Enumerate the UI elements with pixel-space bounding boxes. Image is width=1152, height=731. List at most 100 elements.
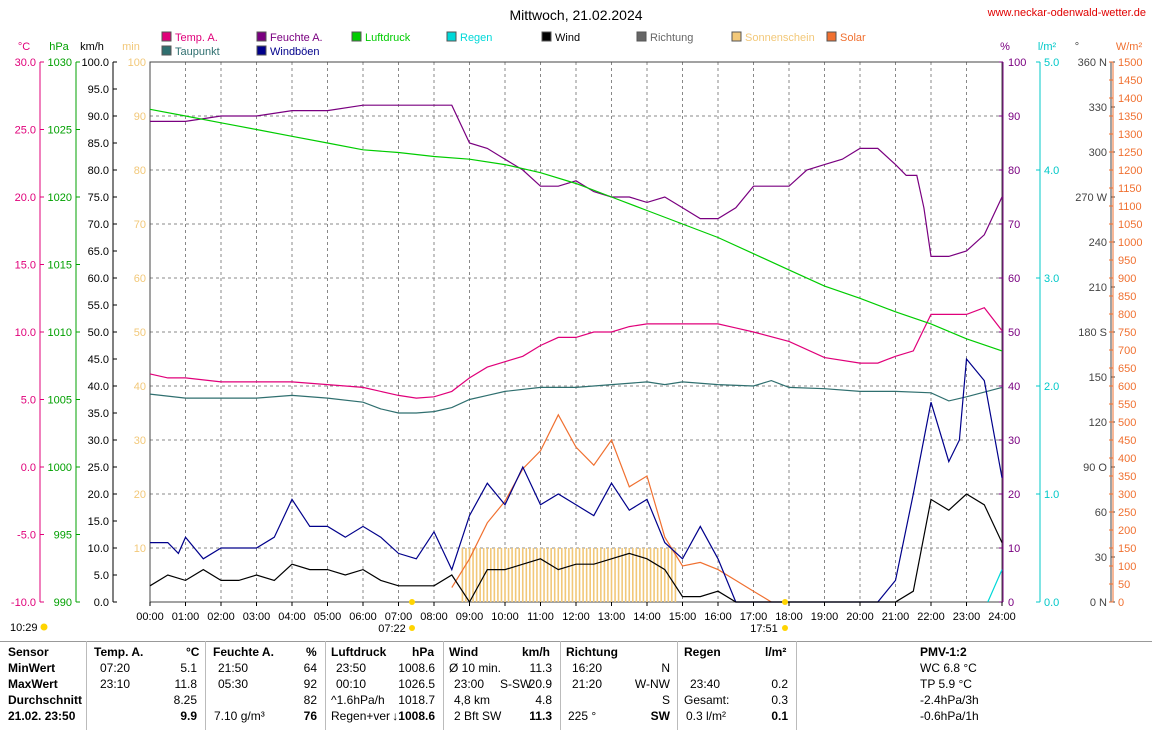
direction-tick-label: 180 S [1078,327,1107,339]
dir-max-value: W-NW [634,677,670,691]
unit-label: ° [1075,41,1079,53]
legend-swatch [161,31,172,42]
sunset-icon [782,599,788,605]
wind-tick-label: 50.0 [88,327,109,339]
dir-min-value: N [661,661,670,675]
unit-label: km/h [80,41,104,53]
wind-tick-label: 55.0 [88,300,109,312]
hum-min-value: 64 [303,661,317,675]
x-tick-label: 19:00 [811,611,839,623]
rain-total-label: Gesamt: [684,693,730,707]
rain-current-value: 0.1 [771,709,788,723]
rain-tick-label: 4.0 [1044,165,1059,177]
direction-tick-label: 300 [1089,147,1107,159]
dir-max-time: 21:20 [572,677,603,691]
hum-avg-value: 82 [303,693,317,707]
temp-tick-label: 15.0 [15,260,36,272]
solar-tick-label: 1200 [1118,165,1142,177]
solar-tick-label: 400 [1118,453,1136,465]
press-max-value: 1026.5 [398,677,435,691]
solar-tick-label: 1350 [1118,111,1142,123]
hdr-press-unit: hPa [412,645,435,659]
solar-tick-label: 500 [1118,417,1136,429]
solar-tick-label: 150 [1118,543,1136,555]
legend-swatch [351,31,362,42]
solar-tick-label: 0 [1118,597,1124,609]
series-solar [451,413,772,603]
wind-tick-label: 5.0 [94,570,109,582]
dir-min-time: 16:20 [572,661,603,675]
temp-min-value: 5.1 [180,661,197,675]
wind-tick-label: 20.0 [88,489,109,501]
wind-tick-label: 15.0 [88,516,109,528]
hdr-wind-unit: km/h [522,645,551,659]
wind-current-value: 11.3 [529,709,552,723]
legend-swatch [731,31,742,42]
pmv-dewpoint: TP 5.9 °C [920,677,972,691]
x-tick-label: 17:00 [740,611,768,623]
direction-tick-label: 360 N [1078,57,1107,69]
minutes-tick-label: 50 [134,327,146,339]
hdr-hum-unit: % [306,645,317,659]
direction-tick-label: 0 N [1090,597,1107,609]
solar-tick-label: 1300 [1118,129,1142,141]
press-min-time: 23:50 [336,661,367,675]
temp-avg-value: 8.25 [173,693,197,707]
x-tick-label: 12:00 [562,611,590,623]
solar-tick-label: 550 [1118,399,1136,411]
humidity-tick-label: 60 [1008,273,1020,285]
minutes-tick-label: 10 [134,543,146,555]
solar-tick-label: 1450 [1118,75,1142,87]
direction-tick-label: 60 [1095,507,1107,519]
rain-total-value: 0.3 [771,693,788,707]
wind-tick-label: 35.0 [88,408,109,420]
x-tick-label: 22:00 [917,611,945,623]
col-divider [443,641,444,730]
dir-degrees: 225 ° [568,709,597,723]
wind-tick-label: 95.0 [88,84,109,96]
humidity-tick-label: 90 [1008,111,1020,123]
rain-tick-label: 2.0 [1044,381,1059,393]
minutes-tick-label: 70 [134,219,146,231]
hdr-pmv: PMV-1:2 [920,645,967,659]
legend-swatch [256,45,267,56]
direction-tick-label: 120 [1089,417,1107,429]
solar-tick-label: 700 [1118,345,1136,357]
pressure-tick-label: 1000 [48,462,72,474]
wind-tick-label: 60.0 [88,273,109,285]
row-date-label: 21.02. 23:50 [8,709,76,723]
minutes-tick-label: 100 [128,57,146,69]
minutes-tick-label: 60 [134,273,146,285]
solar-tick-label: 300 [1118,489,1136,501]
direction-tick-label: 150 [1089,372,1107,384]
wind-tick-label: 100.0 [81,57,109,69]
solar-tick-label: 250 [1118,507,1136,519]
pressure-tick-label: 1005 [48,395,72,407]
solar-tick-label: 1400 [1118,93,1142,105]
solar-tick-label: 350 [1118,471,1136,483]
unit-label: l/m² [1038,41,1057,53]
pressure-tick-label: 990 [54,597,72,609]
humidity-tick-label: 10 [1008,543,1020,555]
series-temp-a- [149,306,1003,399]
solar-tick-label: 1150 [1118,183,1142,195]
sunset-icon-lower [782,625,788,631]
x-tick-label: 16:00 [704,611,732,623]
pressure-tick-label: 1020 [48,192,72,204]
x-tick-label: 02:00 [207,611,235,623]
pressure-tick-label: 1030 [48,57,72,69]
temp-tick-label: -5.0 [17,530,36,542]
sunshine-bars [461,548,677,602]
site-link[interactable]: www.neckar-odenwald-wetter.de [987,7,1146,19]
temp-tick-label: 25.0 [15,125,36,137]
pressure-tick-label: 1025 [48,125,72,137]
hdr-rain: Regen [684,645,721,659]
humidity-tick-label: 50 [1008,327,1020,339]
chart-title: Mittwoch, 21.02.2024 [509,7,642,23]
stats-table [0,641,1152,731]
x-tick-label: 23:00 [953,611,981,623]
wind-tick-label: 45.0 [88,354,109,366]
col-divider [560,641,561,730]
wind-avg-value: 4.8 [535,693,552,707]
sunrise-icon [409,599,415,605]
